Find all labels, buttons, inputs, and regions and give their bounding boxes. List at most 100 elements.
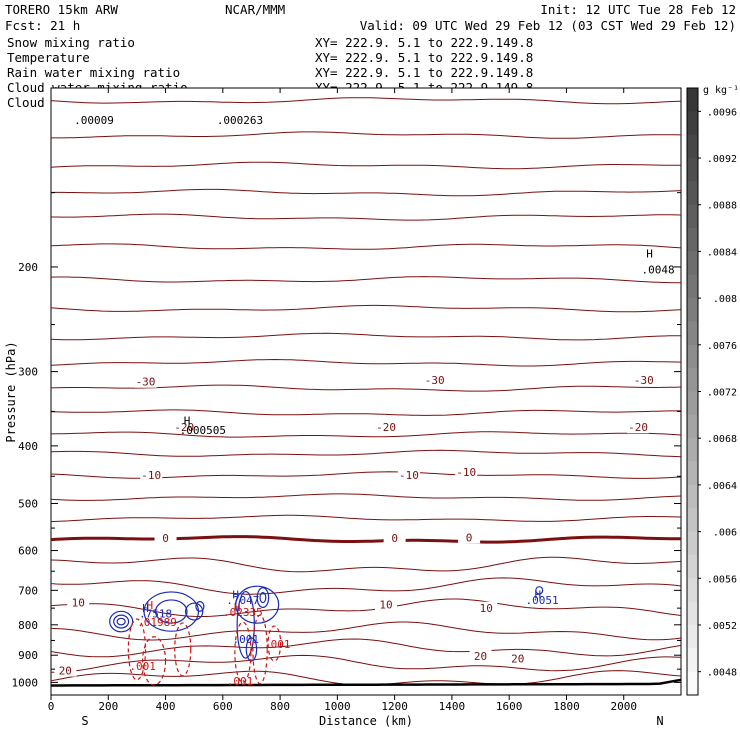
isotherm-label: 10 [480, 602, 493, 615]
isotherm-label-bg [475, 601, 498, 614]
cloudwater-contour [236, 590, 255, 659]
colorbar-swatch [687, 298, 698, 322]
x-tick-label: 600 [213, 700, 233, 713]
colorbar-swatch [687, 671, 698, 696]
isotherm-label: -30 [634, 374, 654, 387]
cloudwater-contour [256, 587, 270, 609]
rain-contour [267, 625, 282, 662]
y-tick-label: 900 [18, 649, 38, 662]
cloudwater-contour [535, 586, 544, 595]
x-tick-label: 400 [156, 700, 176, 713]
rain-contour [174, 622, 192, 677]
y-tick-label: 200 [18, 261, 38, 274]
field-legend-name: Rain water mixing ratio [7, 65, 180, 80]
y-tick-label: 300 [18, 366, 38, 379]
colorbar-tick-label: .006 [713, 528, 737, 539]
colorbar-tick-label: .0072 [707, 388, 737, 399]
cloudwater-contour [195, 601, 205, 612]
field-legend-section: XY= 222.9. 5.1 to 222.9.149.8 [315, 65, 533, 80]
rain-contour [142, 636, 167, 686]
colorbar-tick-label: .008 [713, 294, 737, 305]
x-tick-label: 2000 [610, 700, 637, 713]
colorbar-swatch [687, 204, 698, 229]
colorbar-swatch [687, 461, 698, 486]
cloudice-contour-label: .00009 [74, 114, 114, 127]
x-axis-title: Distance (km) [319, 714, 413, 728]
colorbar-swatch [687, 624, 698, 649]
colorbar-tick-label: .0064 [707, 481, 737, 492]
cloudice-contour-label: .000263 [217, 114, 263, 127]
cloudwater-max-marker: H [232, 588, 239, 601]
cloudice-max-marker: H [184, 414, 191, 427]
colorbar-swatch [687, 578, 698, 603]
colorbar-swatch [687, 648, 698, 673]
isotherm-line [51, 161, 681, 170]
isotherm-label: -30 [425, 374, 445, 387]
colorbar-swatch [687, 554, 698, 579]
isotherm-label-bg [134, 375, 157, 388]
rain-max-marker: H [146, 599, 153, 612]
cloudwater-max-marker: H [535, 588, 542, 601]
isotherm-label-bg [469, 650, 492, 663]
isotherm-label: 20 [511, 653, 524, 666]
init-time: Init: 12 UTC Tue 28 Feb 12 [540, 2, 736, 17]
isotherm-label-bg [423, 374, 446, 387]
isotherm-label: -10 [399, 469, 419, 482]
colorbar-tick-label: .0068 [707, 434, 737, 445]
x-tick-label: 1600 [496, 700, 523, 713]
isotherm-label-bg [383, 532, 406, 545]
cloudwater-max-marker: H [142, 602, 149, 615]
cloudwater-contour [245, 637, 258, 662]
section-end-label: N [656, 714, 663, 728]
colorbar-swatch [687, 508, 698, 533]
isotherm-label-bg [632, 374, 655, 387]
isotherm-line [51, 431, 681, 438]
colorbar-swatch [687, 251, 698, 276]
colorbar-swatch [687, 414, 698, 439]
model-label: TORERO 15km ARW [5, 2, 118, 17]
colorbar-swatch [687, 321, 698, 346]
colorbar-swatch [687, 158, 698, 182]
isotherm-label-bg [67, 596, 90, 609]
isotherm-label: 0 [391, 532, 398, 545]
colorbar-swatch [687, 228, 698, 252]
isotherm-line [51, 577, 681, 595]
isotherm-line [51, 276, 681, 284]
isotherm-label-bg [54, 664, 77, 677]
field-legend-name: Snow mixing ratio [7, 35, 135, 50]
colorbar-swatch [687, 344, 698, 369]
x-tick-label: 1800 [553, 700, 580, 713]
rain-contour [252, 614, 268, 685]
isotherm-label: -20 [628, 421, 648, 434]
isotherm-label: 0 [162, 532, 169, 545]
isotherm-label-bg [397, 469, 420, 482]
isotherm-line [51, 556, 681, 573]
plot-frame [50, 87, 682, 696]
isotherm-label-bg [154, 532, 177, 545]
y-axis-title: Pressure (hPa) [4, 341, 18, 442]
colorbar-swatch [687, 484, 698, 509]
colorbar-tick-label: .0056 [707, 574, 737, 585]
colorbar-swatch [687, 601, 698, 626]
isotherm-label: -20 [174, 421, 194, 434]
colorbar-tick-label: .0076 [707, 341, 737, 352]
colorbar-units: g kg⁻¹ [703, 85, 739, 96]
cloudwater-contour [109, 610, 134, 633]
cloudwater-contour [116, 617, 126, 626]
isotherm-label: -10 [456, 466, 476, 479]
colorbar-swatch [687, 368, 698, 392]
colorbar-swatch [687, 274, 698, 299]
isotherm-line [51, 243, 681, 250]
rain-contour [127, 618, 147, 681]
cloudwater-contour-label: .7047 [226, 594, 259, 607]
y-tick-label: 700 [18, 584, 38, 597]
isotherm-line [51, 409, 681, 416]
x-tick-label: 1400 [439, 700, 466, 713]
rain-contour-label: .001 [227, 675, 254, 688]
isotherm-label: 10 [72, 597, 85, 610]
isotherm-label: 0 [466, 531, 473, 544]
y-tick-label: 600 [18, 545, 38, 558]
plot-area: -30 -30 -30 -20 -20 -20 -10 -10 -10 0 0 0 10 10 10 20 20… [51, 97, 681, 688]
forecast-hour: Fcst: 21 h [5, 18, 80, 33]
